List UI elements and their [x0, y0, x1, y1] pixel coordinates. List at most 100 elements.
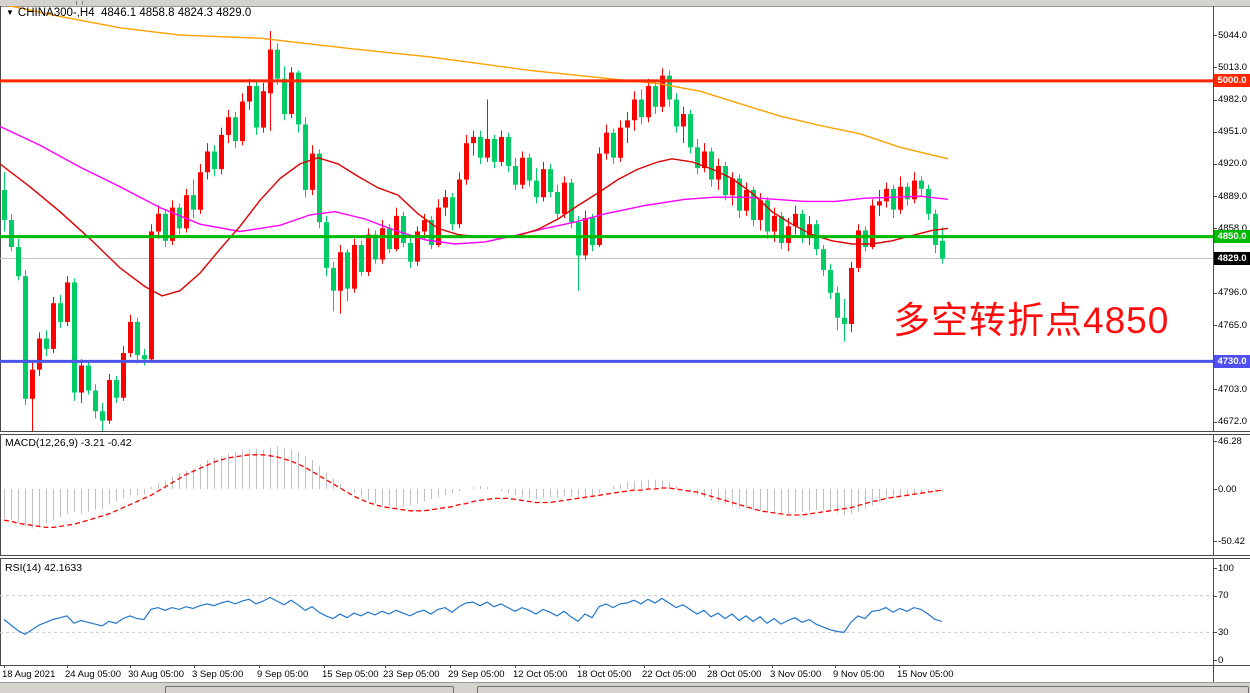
candle-body: [688, 114, 693, 148]
candle-body: [786, 226, 791, 243]
macd-axis-label: -50.42: [1218, 535, 1245, 547]
candle-body: [44, 338, 49, 349]
candle-body: [436, 207, 441, 245]
candle-body: [695, 147, 700, 169]
price-axis-label: 4858.0: [1218, 222, 1248, 234]
candle-body: [72, 282, 77, 393]
axis-tick: [1213, 292, 1217, 294]
slow-ma-line: [6, 6, 949, 160]
candle-body: [366, 234, 371, 273]
rsi-axis-label: 0: [1218, 654, 1224, 666]
time-axis-label: 18 Aug 2021: [2, 669, 56, 680]
candle-body: [653, 86, 658, 107]
candle-body: [254, 86, 259, 128]
time-axis-tick: [835, 665, 836, 668]
candle-body: [79, 365, 84, 393]
candle-body: [191, 195, 196, 210]
price-axis-border: [1213, 6, 1214, 682]
candle-body: [534, 180, 539, 198]
candle-body: [555, 192, 560, 214]
candle-body: [240, 101, 245, 142]
panel-separator-main-macd[interactable]: [0, 431, 1250, 435]
candle-body: [373, 234, 378, 260]
time-axis-label: 15 Sep 05:00: [322, 669, 379, 680]
rsi-indicator-panel[interactable]: [0, 559, 1213, 665]
candle-body: [275, 49, 280, 79]
time-axis-label: 3 Sep 05:00: [192, 669, 244, 680]
candlestick-chart[interactable]: [0, 6, 1213, 431]
axis-tick: [1213, 325, 1217, 326]
window-bottom-strip: [0, 682, 1250, 693]
candle-body: [9, 220, 14, 248]
candle-body: [457, 179, 462, 225]
candle-body: [723, 166, 728, 196]
time-axis-tick: [709, 665, 710, 668]
background-panel-edge: [477, 686, 1249, 693]
candle-body: [170, 207, 175, 241]
candle-body: [499, 136, 504, 162]
axis-tick: [1213, 163, 1217, 165]
candle-body: [401, 215, 406, 243]
candle-body: [233, 117, 238, 142]
candle-body: [912, 180, 917, 200]
axis-tick: [1213, 441, 1217, 443]
candle-body: [905, 186, 910, 200]
candle-body: [548, 169, 553, 193]
candle-body: [611, 132, 616, 158]
candle-body: [597, 153, 602, 245]
candle-body: [219, 134, 224, 170]
time-axis-label: 9 Sep 05:00: [257, 669, 309, 680]
time-axis-tick: [324, 665, 325, 668]
expander-icon[interactable]: ▼: [6, 8, 14, 17]
candle-body: [345, 252, 350, 289]
axis-tick: [1213, 632, 1217, 634]
candle-body: [422, 220, 427, 232]
candle-body: [646, 86, 651, 118]
time-axis-tick: [194, 665, 195, 668]
macd-indicator-panel[interactable]: [0, 435, 1213, 555]
candle-body: [65, 282, 70, 322]
time-axis-tick: [515, 665, 516, 668]
candle-body: [100, 411, 105, 421]
candle-body: [877, 201, 882, 206]
splitter-handle[interactable]: [76, 1, 83, 5]
candle-body: [604, 132, 609, 154]
time-axis-tick: [772, 665, 773, 668]
time-axis-label: 22 Oct 05:00: [642, 669, 697, 680]
price-axis-label: 4703.0: [1218, 383, 1248, 395]
candle-body: [394, 215, 399, 250]
candle-body: [93, 390, 98, 412]
axis-tick: [1213, 67, 1217, 69]
candle-body: [793, 213, 798, 227]
price-badge: 5000.0: [1214, 74, 1250, 88]
candle-body: [429, 220, 434, 245]
candle-body: [919, 180, 924, 189]
axis-tick: [1213, 196, 1217, 198]
rsi-label: RSI(14) 42.1633: [5, 562, 83, 574]
axis-tick: [1213, 595, 1217, 597]
time-axis-tick: [4, 665, 5, 668]
candle-body: [772, 215, 777, 232]
candle-body: [37, 338, 42, 370]
price-axis-label: 4796.0: [1218, 287, 1248, 299]
time-axis-tick: [67, 665, 68, 668]
candle-body: [135, 321, 140, 356]
candle-body: [114, 380, 119, 398]
candle-body: [884, 188, 889, 202]
candle-body: [121, 353, 126, 398]
candle-body: [709, 151, 714, 180]
price-axis-label: 5044.0: [1218, 29, 1248, 41]
axis-tick: [1213, 660, 1217, 662]
candle-body: [779, 215, 784, 243]
macd-signal-line: [3, 454, 943, 529]
panel-separator-macd-rsi[interactable]: [0, 555, 1250, 559]
time-axis-label: 18 Oct 05:00: [577, 669, 632, 680]
rsi-axis-label: 100: [1218, 562, 1234, 574]
candle-body: [856, 230, 861, 268]
axis-tick: [1213, 541, 1217, 543]
medium-ma-line: [0, 125, 949, 245]
time-axis-tick: [259, 665, 260, 668]
axis-tick: [1213, 131, 1217, 133]
rsi-line: [3, 596, 943, 635]
